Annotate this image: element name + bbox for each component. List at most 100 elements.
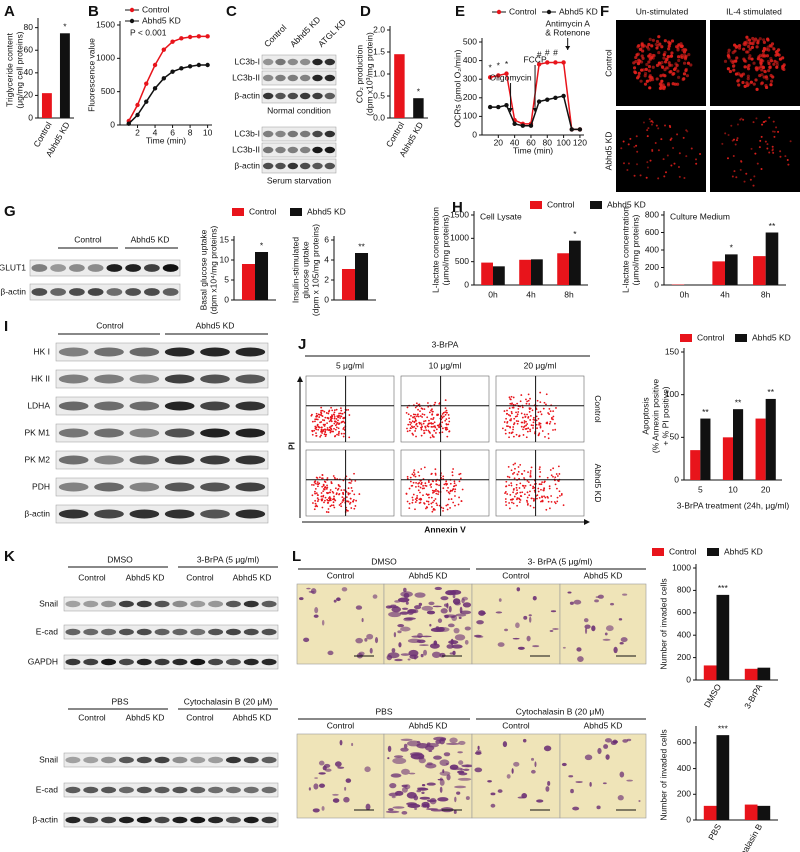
flow-event [314,418,317,421]
fluorescence-dot [649,159,652,162]
flow-event [329,491,331,494]
point [187,34,193,40]
fluorescence-dot [763,47,767,52]
flow-event [507,425,509,428]
invaded-cell [433,755,442,760]
fluorescence-dot [731,139,734,142]
row-label: LC3b-II [232,72,260,82]
fluorescence-dot [627,162,630,165]
invaded-cell [453,627,460,634]
row-label: HK I [33,346,50,356]
flow-event [552,429,554,431]
blot-band [225,816,241,824]
flow-event [334,420,337,423]
invaded-cell [456,791,461,795]
flow-event [421,487,424,490]
point [144,81,149,86]
flow-event [441,416,444,419]
arrow-head [565,46,571,50]
x-tick-label: 0h [680,289,690,299]
blot-band [164,401,195,411]
flow-event [327,492,330,494]
flow-event [427,405,430,408]
bar [716,735,730,820]
flow-event [560,494,563,496]
flow-event [323,433,326,436]
fluorescence-dot [694,158,697,161]
invaded-cell [439,779,445,786]
flow-event [550,474,553,477]
fluorescence-dot [726,157,729,160]
flow-event [522,426,525,429]
flow-event [416,415,418,418]
blot-band [87,264,104,272]
fluorescence-dot [685,155,688,158]
invaded-cell [412,609,419,614]
bar [765,232,779,285]
point [152,86,158,91]
group-label: Control [502,720,530,730]
flow-event [552,410,555,413]
group-label: Abhd5 KD [584,720,623,730]
flow-event [540,488,542,491]
blot-background [63,624,279,640]
flow-event [319,435,322,438]
row-label: PK M2 [24,454,50,464]
fluorescence-dot [663,39,667,43]
y-tick-label: 500 [455,256,469,266]
flow-event [318,416,321,418]
flow-event [518,498,521,501]
bar [703,805,717,820]
fluorescence-dot [726,67,730,71]
y-axis-label: (dpm x10⁴/mg proteins) [208,225,218,314]
fluorescence-dot [663,50,667,55]
flow-event [405,493,408,495]
fluorescence-dot [635,144,638,147]
invaded-cell [308,590,315,593]
invaded-cell [318,783,326,788]
flow-event [314,505,317,508]
blot-background [55,423,269,443]
blot-band [312,146,323,154]
significance: # [545,48,550,58]
flow-event [523,493,526,496]
flow-event [518,501,521,504]
invaded-cell [603,744,609,749]
flow-event [512,491,515,494]
blot-band [208,816,224,824]
group-label: Abhd5 KD [409,720,448,730]
invaded-cell [526,635,531,642]
fluorescence-dot [667,44,671,48]
blot-band [235,347,266,357]
blot-band [83,786,99,794]
blot-band [261,816,277,824]
flow-event [550,495,553,497]
fluorescence-dot [750,45,755,50]
flow-event [506,412,509,415]
flow-event [515,486,518,489]
fluorescence-dot [637,44,641,48]
flow-event [532,416,535,419]
flow-event [347,487,350,490]
blot-band [118,816,134,824]
fluorescence-dot [759,139,762,142]
flow-event [319,476,321,479]
fluorescence-dot [754,66,758,70]
invaded-cell [426,782,436,786]
blot-band [262,130,274,138]
flow-event [317,498,320,501]
blot-band [154,600,170,608]
flow-event [419,410,421,413]
flow-event [434,472,437,475]
flow-event [320,434,322,437]
invaded-cell [596,805,601,810]
fluorescence-dot [689,63,693,67]
flow-event [406,475,409,478]
flow-event [340,505,343,508]
invaded-cell [429,623,432,627]
invaded-cell [409,654,419,660]
point [536,62,542,67]
invaded-cell [461,764,475,768]
flow-event [311,429,314,432]
legend-label: Abhd5 KD [559,6,598,16]
